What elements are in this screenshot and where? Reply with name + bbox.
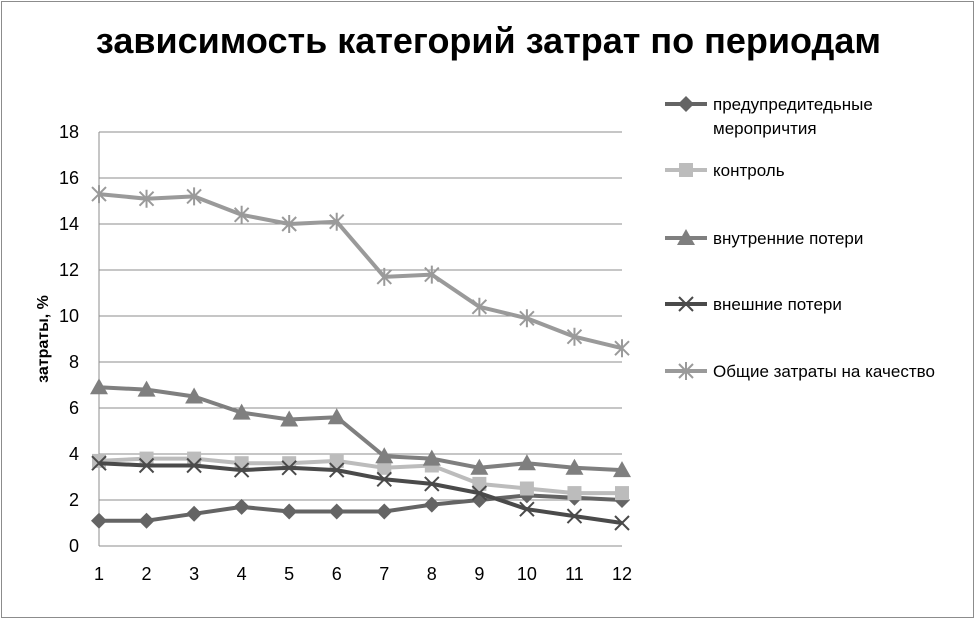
data-point-series-4 bbox=[329, 462, 345, 478]
y-tick-label: 18 bbox=[59, 122, 79, 142]
data-point-series-5 bbox=[138, 189, 155, 208]
x-tick-label: 3 bbox=[189, 564, 199, 584]
legend-label-1: предупредитедьные bbox=[713, 95, 873, 114]
data-point-series-5 bbox=[614, 339, 630, 358]
legend-label-2: контроль bbox=[713, 161, 785, 180]
y-tick-label: 16 bbox=[59, 168, 79, 188]
x-tick-label: 4 bbox=[237, 564, 247, 584]
data-point-series-2 bbox=[472, 476, 487, 491]
data-point-series-5 bbox=[424, 265, 440, 284]
data-point-series-3 bbox=[90, 378, 108, 395]
x-tick-label: 8 bbox=[427, 564, 437, 584]
data-point-series-2 bbox=[92, 453, 106, 468]
data-point-series-4 bbox=[424, 476, 440, 492]
data-point-series-1 bbox=[281, 503, 298, 520]
series-line-1 bbox=[99, 493, 623, 523]
x-tick-label: 10 bbox=[517, 564, 537, 584]
data-point-series-1 bbox=[91, 512, 107, 529]
data-point-series-1 bbox=[328, 503, 345, 520]
x-tick-label: 11 bbox=[565, 564, 584, 584]
data-point-series-1 bbox=[423, 496, 440, 513]
data-point-series-2 bbox=[329, 453, 344, 468]
legend-marker-2 bbox=[679, 163, 693, 177]
x-tick-label: 12 bbox=[612, 564, 632, 584]
data-point-series-3 bbox=[517, 454, 536, 471]
data-point-series-5 bbox=[91, 185, 107, 204]
data-point-series-4 bbox=[471, 485, 488, 501]
data-point-series-3 bbox=[327, 408, 346, 425]
data-point-series-3 bbox=[422, 449, 441, 466]
data-point-series-5 bbox=[519, 309, 535, 328]
legend-label-1: меропричтия bbox=[713, 119, 817, 138]
data-point-series-4 bbox=[233, 462, 250, 478]
y-tick-label: 0 bbox=[69, 536, 79, 556]
data-point-series-1 bbox=[138, 512, 155, 529]
data-point-series-4 bbox=[281, 460, 297, 476]
series-line-5 bbox=[98, 192, 623, 351]
series-line-2 bbox=[98, 456, 622, 496]
x-tick-label: 6 bbox=[332, 564, 342, 584]
data-point-series-5 bbox=[233, 205, 250, 224]
y-axis-title: затраты, % bbox=[35, 295, 52, 383]
y-tick-label: 8 bbox=[69, 352, 79, 372]
legend-marker-1 bbox=[678, 96, 694, 112]
data-point-series-1 bbox=[376, 503, 393, 520]
y-tick-label: 14 bbox=[59, 214, 79, 234]
x-tick-label: 5 bbox=[284, 564, 294, 584]
y-tick-label: 2 bbox=[69, 490, 79, 510]
data-point-series-2 bbox=[567, 486, 582, 501]
data-point-series-4 bbox=[614, 515, 630, 531]
data-point-series-3 bbox=[613, 461, 631, 478]
data-point-series-3 bbox=[565, 458, 584, 475]
data-point-series-3 bbox=[375, 447, 394, 464]
data-point-series-3 bbox=[137, 380, 156, 397]
data-point-series-5 bbox=[471, 297, 488, 316]
y-tick-label: 10 bbox=[59, 306, 79, 326]
x-tick-label: 2 bbox=[142, 564, 152, 584]
chart-title: зависимость категорий затрат по периодам bbox=[95, 20, 882, 61]
data-point-series-4 bbox=[186, 457, 202, 474]
data-point-series-4 bbox=[138, 457, 155, 474]
data-point-series-4 bbox=[566, 508, 583, 524]
series-line-4 bbox=[98, 461, 623, 525]
x-tick-label: 7 bbox=[379, 564, 389, 584]
series-line-3 bbox=[98, 385, 623, 473]
data-point-series-2 bbox=[615, 486, 629, 501]
data-point-series-4 bbox=[376, 471, 392, 488]
data-point-series-1 bbox=[233, 498, 250, 515]
x-tick-label: 9 bbox=[474, 564, 484, 584]
data-point-series-3 bbox=[280, 410, 299, 427]
data-point-series-5 bbox=[566, 327, 583, 346]
data-point-series-2 bbox=[377, 460, 392, 475]
data-point-series-4 bbox=[91, 455, 107, 471]
y-tick-label: 12 bbox=[59, 260, 79, 280]
data-point-series-3 bbox=[185, 387, 204, 404]
data-point-series-5 bbox=[281, 215, 297, 233]
x-tick-label: 1 bbox=[94, 564, 104, 584]
data-point-series-3 bbox=[470, 458, 489, 475]
data-point-series-5 bbox=[329, 212, 345, 231]
legend-label-5: Общие затраты на качество bbox=[713, 362, 935, 381]
y-tick-label: 6 bbox=[69, 398, 79, 418]
legend-marker-4 bbox=[678, 296, 694, 312]
data-point-series-5 bbox=[186, 187, 202, 206]
data-point-series-1 bbox=[186, 505, 203, 522]
data-point-series-3 bbox=[232, 403, 251, 420]
data-point-series-4 bbox=[519, 501, 535, 517]
data-point-series-2 bbox=[519, 481, 534, 496]
y-tick-label: 4 bbox=[69, 444, 79, 464]
legend-marker-5 bbox=[678, 362, 694, 380]
legend-marker-3 bbox=[677, 229, 695, 245]
legend-label-3: внутренние потери bbox=[713, 229, 863, 248]
legend-label-4: внешние потери bbox=[713, 295, 842, 314]
data-point-series-5 bbox=[376, 267, 392, 286]
